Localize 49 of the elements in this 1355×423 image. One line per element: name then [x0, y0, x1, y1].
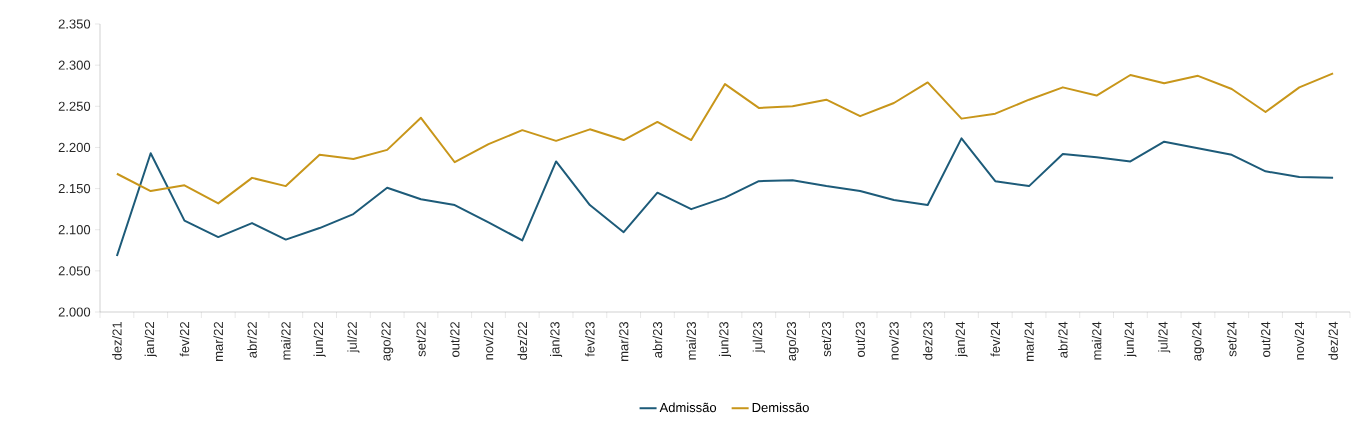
x-tick-label: out/22 — [449, 322, 460, 357]
x-tick-label: jun/24 — [1124, 321, 1137, 358]
y-tick-label: 2.350 — [58, 19, 91, 29]
x-tick-label: set/24 — [1226, 321, 1237, 357]
x-tick-label: mar/22 — [213, 322, 224, 361]
x-tick-label: ago/23 — [786, 321, 799, 361]
x-tick-label: jun/23 — [718, 321, 732, 358]
line-series — [115, 72, 1335, 205]
x-tick-label: dez/22 — [517, 322, 528, 360]
x-tick-label: jul/24 — [1158, 321, 1171, 353]
x-tick-label: abr/22 — [247, 322, 257, 358]
y-tick-label: 2.200 — [58, 142, 91, 153]
x-tick-label: fev/24 — [990, 321, 1001, 357]
x-tick-label: set/23 — [821, 321, 832, 357]
x-tick-label: jan/23 — [550, 321, 563, 358]
y-tick-label: 2.000 — [58, 307, 91, 317]
legend-label: Admissão — [659, 402, 717, 413]
x-tick-label: mai/23 — [686, 321, 696, 360]
x-tick-label: mar/23 — [618, 321, 629, 361]
x-tick-label: nov/22 — [483, 322, 494, 360]
x-tick-label: abr/23 — [652, 321, 663, 358]
x-tick-label: set/22 — [416, 322, 426, 357]
x-tick-label: dez/21 — [112, 322, 122, 360]
x-tick-label: abr/24 — [1058, 321, 1068, 358]
x-tick-label: jun/22 — [313, 322, 326, 358]
y-tick-label: 2.100 — [58, 225, 91, 235]
y-tick-label: 2.050 — [58, 266, 91, 276]
x-tick-label: ago/24 — [1191, 321, 1205, 361]
y-tick-label: 2.250 — [58, 101, 91, 111]
y-tick-label: 2.300 — [58, 60, 91, 70]
x-tick-label: fev/22 — [179, 322, 190, 357]
x-tick-label: fev/23 — [585, 321, 595, 357]
x-tick-label: mai/22 — [281, 322, 291, 360]
x-tick-label: jul/22 — [347, 322, 360, 353]
x-tick-label: nov/24 — [1294, 321, 1305, 360]
legend-label: Demissão — [752, 402, 809, 413]
line-series — [115, 137, 1335, 258]
x-tick-label: dez/24 — [1328, 321, 1338, 360]
x-tick-label: ago/22 — [381, 322, 394, 361]
x-tick-label: mai/24 — [1091, 321, 1102, 360]
x-tick-label: out/23 — [855, 321, 865, 357]
x-tick-label: nov/23 — [889, 321, 899, 360]
x-tick-label: jul/23 — [752, 321, 765, 353]
y-tick-label: 2.150 — [58, 183, 91, 194]
x-tick-label: out/24 — [1260, 321, 1271, 357]
x-tick-label: jan/22 — [144, 322, 157, 358]
x-tick-label: mar/24 — [1024, 321, 1034, 361]
x-tick-label: dez/23 — [922, 321, 933, 360]
x-tick-label: jan/24 — [955, 321, 968, 358]
